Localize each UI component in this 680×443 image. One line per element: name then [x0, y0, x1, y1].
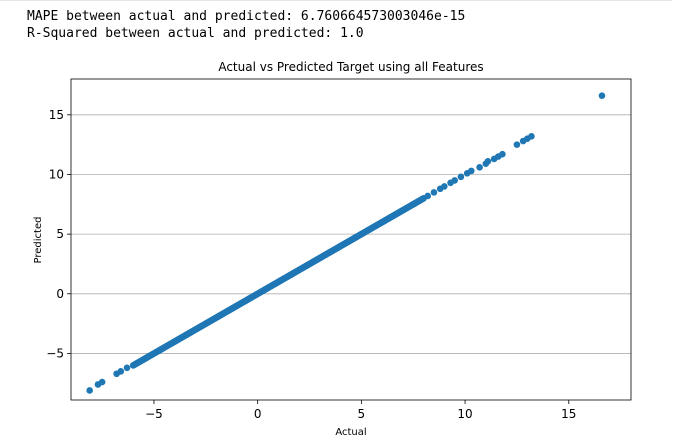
x-axis-ticks: −5 0 5 10 15: [145, 400, 576, 421]
data-point: [424, 192, 432, 200]
y-tick-label: 10: [49, 167, 64, 181]
chart-title: Actual vs Predicted Target using all Fea…: [218, 60, 483, 74]
data-point: [430, 189, 438, 196]
scatter-points: [86, 92, 606, 394]
data-point: [451, 177, 459, 184]
x-axis-label: Actual: [335, 427, 366, 438]
data-point: [476, 164, 483, 171]
data-point: [528, 132, 535, 140]
x-tick-label: −5: [145, 407, 163, 421]
y-tick-label: 5: [56, 227, 64, 241]
grid-lines: [71, 114, 631, 354]
data-point: [499, 150, 506, 158]
data-point: [98, 378, 106, 386]
r2-output-text: R-Squared between actual and predicted: …: [27, 26, 364, 41]
plot-frame: [70, 78, 632, 401]
y-axis-label: Predicted: [33, 217, 44, 264]
x-tick-label: 15: [561, 407, 576, 421]
data-point: [441, 183, 448, 190]
data-point: [598, 92, 606, 100]
y-tick-label: 0: [56, 287, 64, 301]
x-tick-label: 10: [457, 407, 472, 421]
x-tick-label: 0: [254, 407, 262, 421]
data-point: [123, 364, 131, 372]
data-point: [457, 173, 465, 181]
x-tick-label: 5: [358, 407, 366, 421]
data-point: [117, 368, 125, 375]
data-point: [467, 167, 475, 175]
data-point: [484, 158, 492, 165]
data-point: [513, 141, 521, 148]
y-tick-label: −5: [46, 346, 64, 360]
output-cell-top-border: [0, 0, 672, 1]
y-axis-ticks: −5 0 5 10 15: [46, 108, 71, 360]
y-tick-label: 15: [49, 108, 64, 122]
mape-output-text: MAPE between actual and predicted: 6.760…: [27, 9, 466, 24]
data-point: [86, 387, 93, 394]
